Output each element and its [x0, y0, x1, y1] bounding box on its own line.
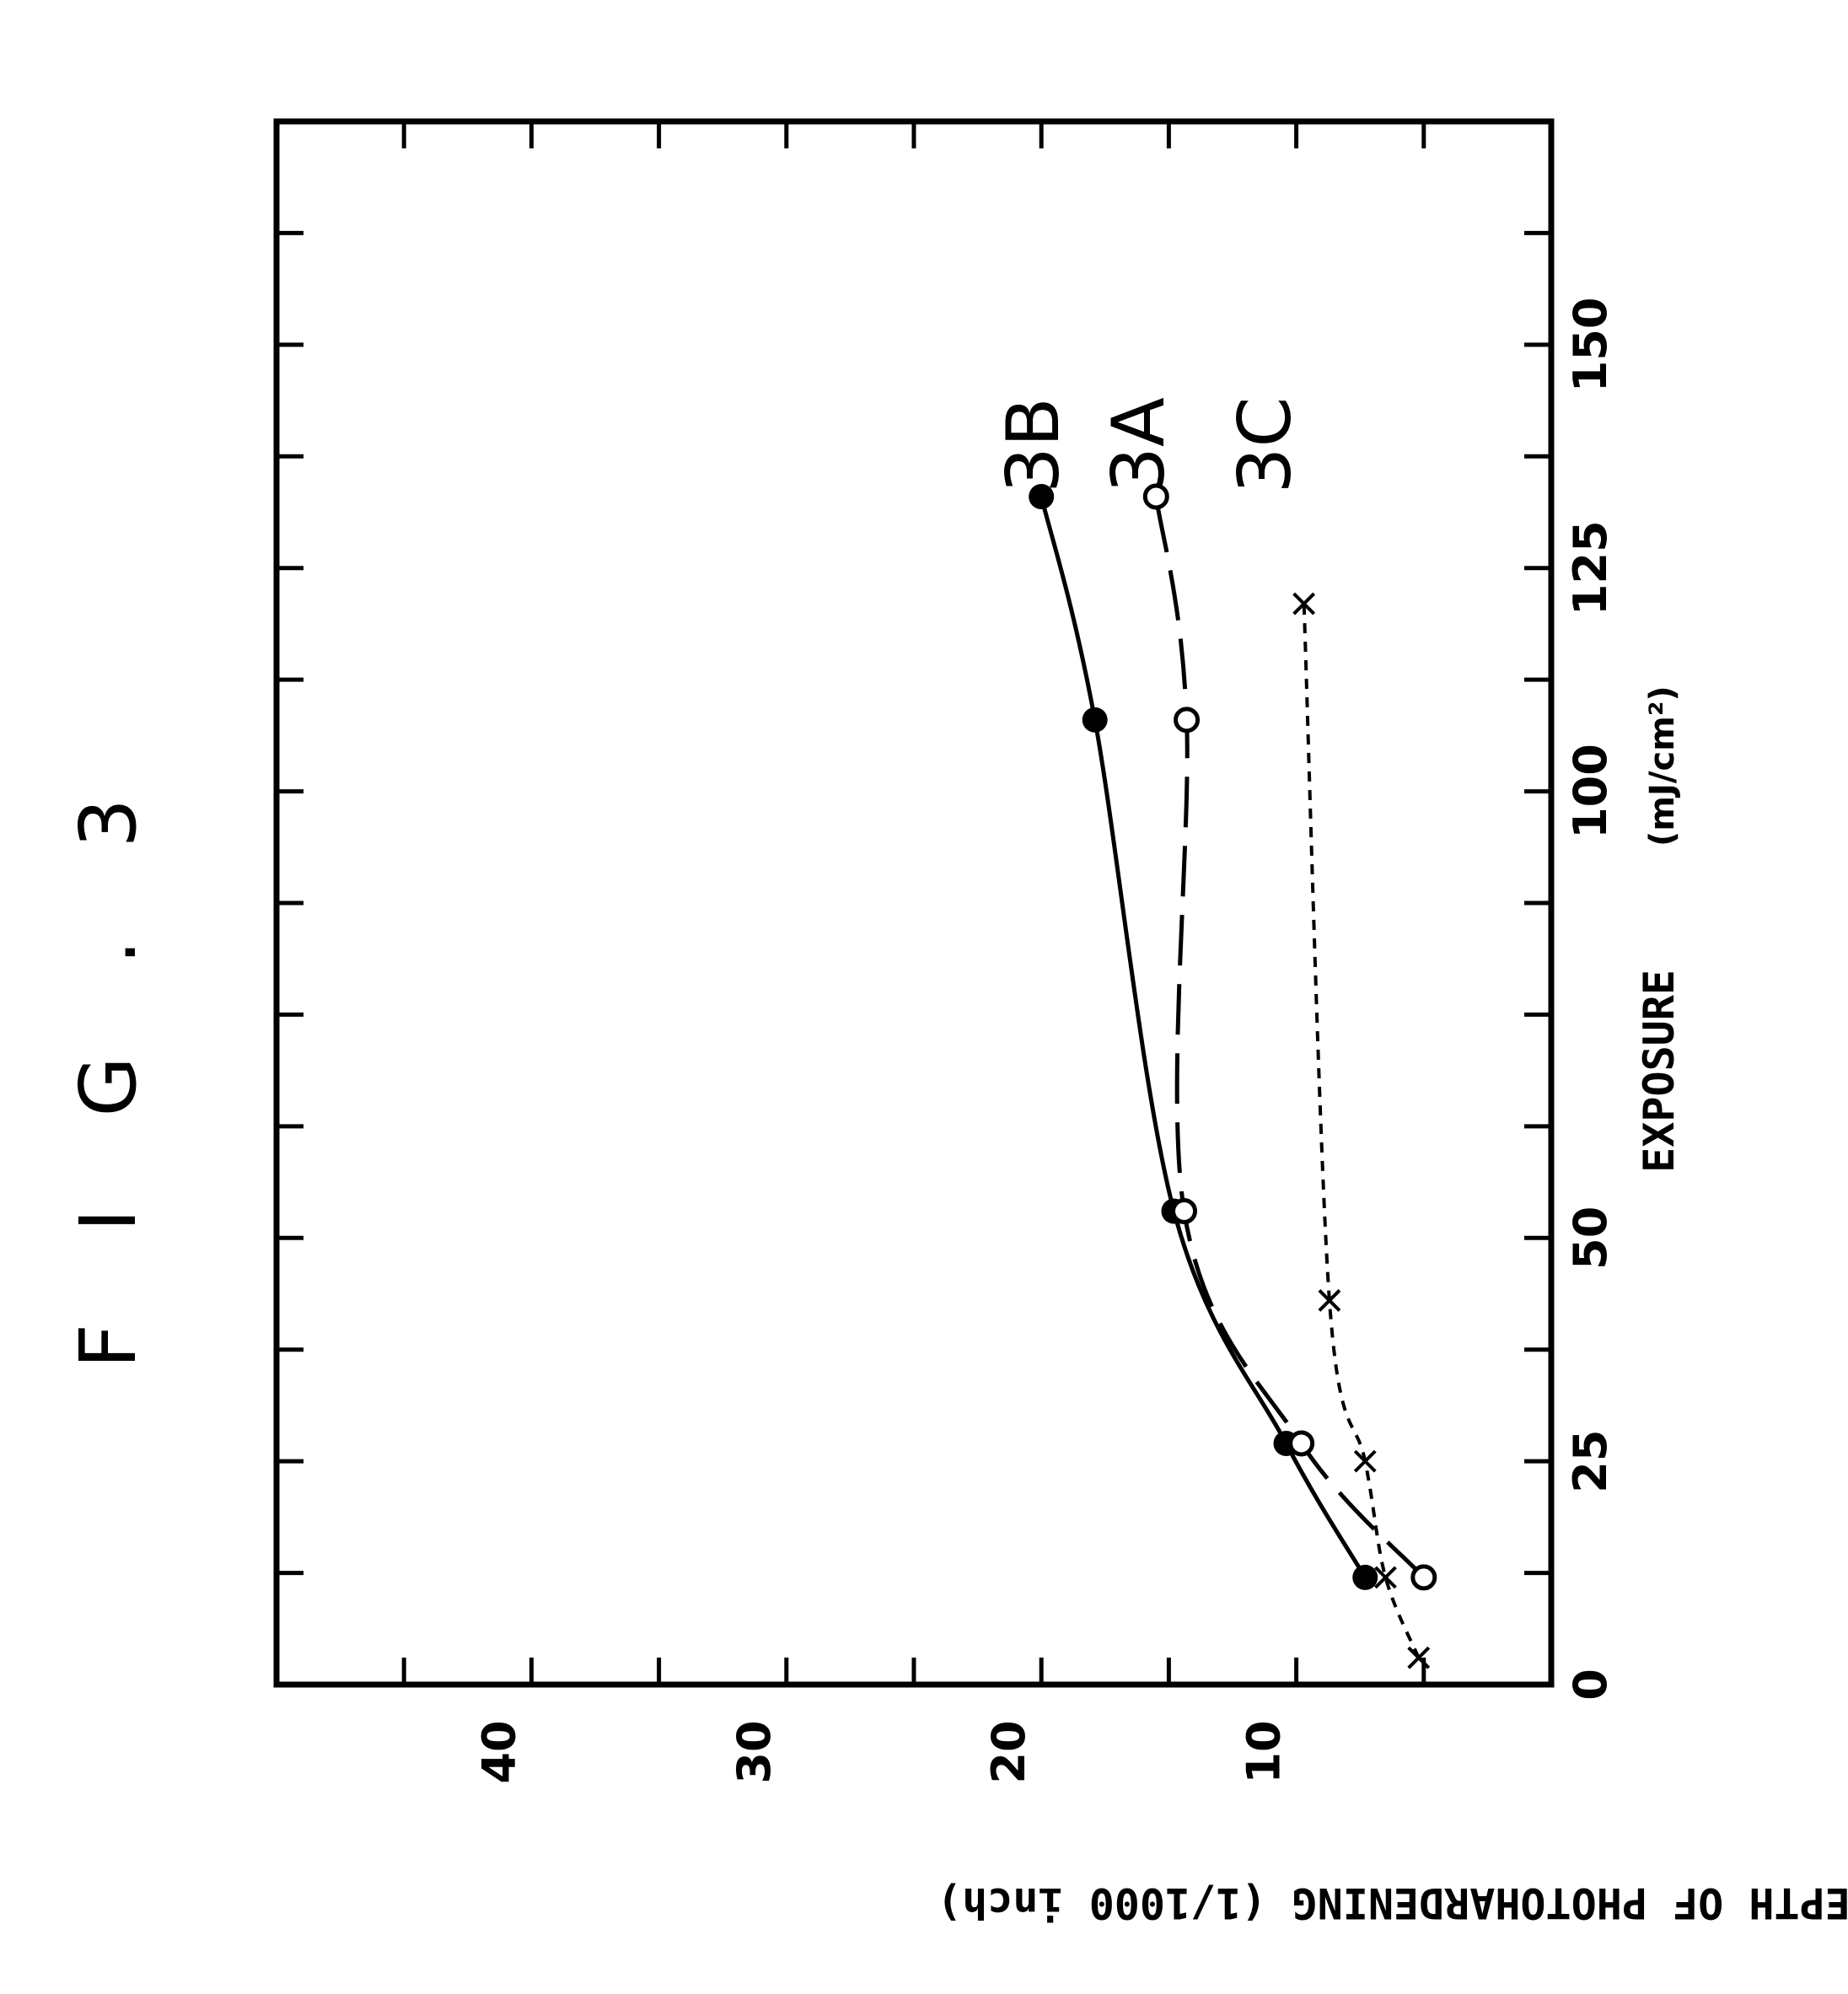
data-point-3A: [1291, 1432, 1313, 1454]
plot-frame: [277, 121, 1551, 1685]
y-axis-label: DEPTH OF PHOTOHARDENING (1/1000 inch): [937, 1878, 1848, 1927]
x-tick-label: 150: [1564, 297, 1617, 392]
data-point-3A: [1413, 1567, 1435, 1588]
data-point-3C: [1375, 1567, 1395, 1588]
plot-area: 0 25 50 100 125 150 10 20 30 40 3B3A 3C: [277, 121, 1617, 1784]
series-label-3C: 3C: [1223, 397, 1308, 494]
series-line-3A: [1156, 497, 1424, 1577]
y-tick-label: 10: [1238, 1720, 1291, 1783]
x-tick-label: 25: [1564, 1430, 1617, 1493]
x-axis-unit: (mJ/cm²): [1643, 685, 1682, 847]
y-tick-label: 20: [982, 1720, 1035, 1783]
figure-title: F I G . 3: [63, 765, 153, 1368]
x-axis-label: EXPOSURE: [1635, 970, 1684, 1173]
series-line-3C: [1304, 604, 1419, 1658]
data-point-3B: [1352, 1565, 1378, 1590]
series-label-3A: 3A: [1097, 397, 1181, 493]
x-tick-label: 0: [1564, 1669, 1617, 1701]
data-point-3A: [1176, 709, 1198, 731]
data-point-3B: [1082, 707, 1108, 733]
x-tick-label: 125: [1564, 520, 1617, 615]
x-tick-label: 100: [1564, 744, 1617, 839]
series-label-3B: 3B: [991, 397, 1076, 493]
data-point-3A: [1174, 1201, 1195, 1223]
y-tick-label: 30: [728, 1720, 781, 1783]
y-tick-label: 40: [472, 1720, 525, 1783]
x-tick-label: 50: [1564, 1207, 1617, 1270]
